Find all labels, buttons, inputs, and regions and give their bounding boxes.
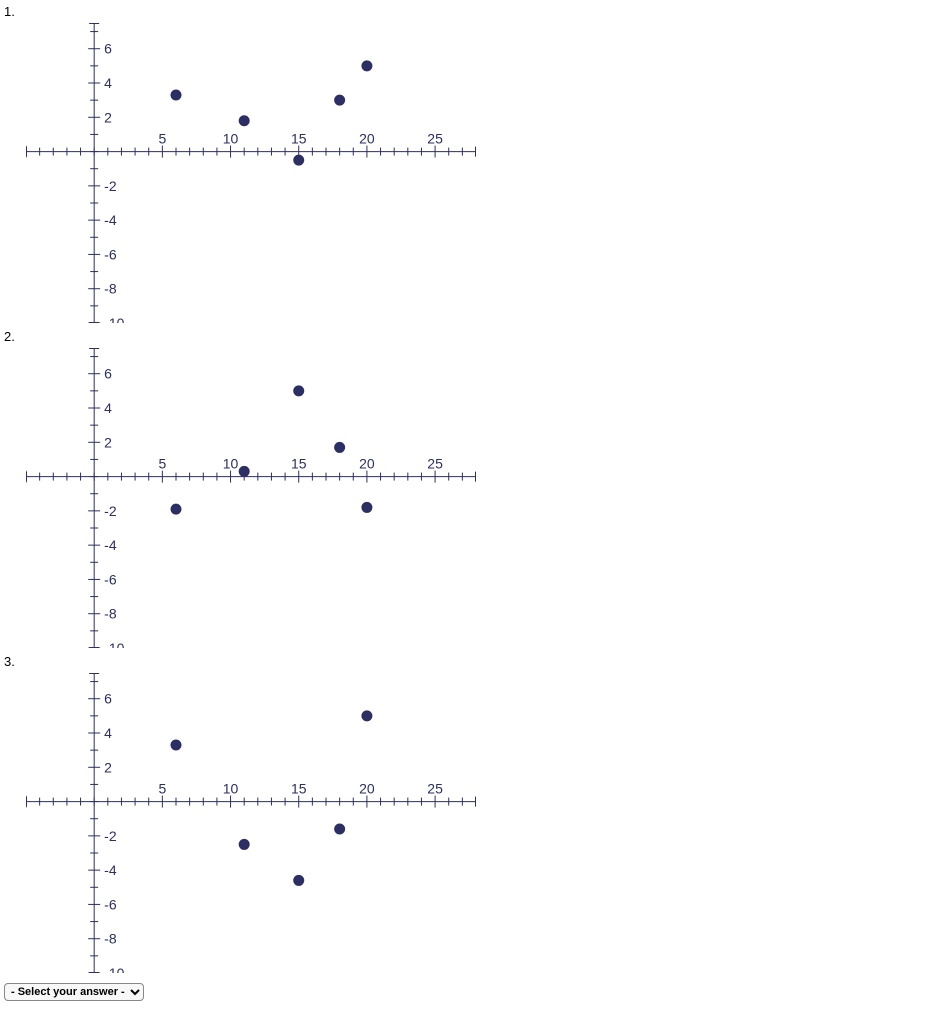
question-block: 2. 5 10 15 20 25 -10 -8 -6 -4 -2 2 4 6 <box>4 329 942 648</box>
y-tick-label: -4 <box>104 212 117 228</box>
data-point <box>171 740 181 750</box>
x-tick-label: 15 <box>291 131 307 147</box>
data-point <box>294 386 304 396</box>
data-point <box>239 116 249 126</box>
y-tick-label: -2 <box>104 503 117 519</box>
question-number: 3. <box>4 654 942 669</box>
y-tick-label: 4 <box>104 400 112 416</box>
y-tick-label: -8 <box>104 931 117 947</box>
x-tick-label: 10 <box>223 456 239 472</box>
data-point <box>239 839 249 849</box>
y-tick-label: -6 <box>104 246 117 262</box>
y-tick-label: -8 <box>104 281 117 297</box>
y-tick-label: -2 <box>104 828 117 844</box>
y-tick-label: -10 <box>104 315 124 323</box>
data-point <box>294 875 304 885</box>
scatter-chart: 5 10 15 20 25 -10 -8 -6 -4 -2 2 4 6 <box>26 673 476 973</box>
x-tick-label: 25 <box>427 781 443 797</box>
scatter-chart: 5 10 15 20 25 -10 -8 -6 -4 -2 2 4 6 <box>26 23 476 323</box>
y-tick-label: -10 <box>104 965 124 973</box>
x-tick-label: 15 <box>291 781 307 797</box>
data-point <box>171 90 181 100</box>
x-tick-label: 5 <box>158 456 166 472</box>
data-point <box>362 711 372 721</box>
chart-wrap: 5 10 15 20 25 -10 -8 -6 -4 -2 2 4 6 <box>26 673 942 973</box>
y-tick-label: -6 <box>104 896 117 912</box>
y-tick-label: 6 <box>104 366 112 382</box>
data-point <box>362 502 372 512</box>
y-tick-label: 6 <box>104 41 112 57</box>
x-tick-label: 25 <box>427 456 443 472</box>
scatter-chart: 5 10 15 20 25 -10 -8 -6 -4 -2 2 4 6 <box>26 348 476 648</box>
y-tick-label: -10 <box>104 640 124 648</box>
x-tick-label: 5 <box>158 131 166 147</box>
y-tick-label: -4 <box>104 862 117 878</box>
answer-select[interactable]: - Select your answer - <box>4 983 144 1001</box>
data-point <box>239 466 249 476</box>
y-tick-label: 6 <box>104 691 112 707</box>
y-tick-label: 2 <box>104 109 112 125</box>
x-tick-label: 10 <box>223 781 239 797</box>
x-tick-label: 20 <box>359 131 375 147</box>
y-tick-label: 2 <box>104 759 112 775</box>
y-tick-label: 2 <box>104 434 112 450</box>
chart-wrap: 5 10 15 20 25 -10 -8 -6 -4 -2 2 4 6 <box>26 348 942 648</box>
y-tick-label: -6 <box>104 571 117 587</box>
x-tick-label: 20 <box>359 781 375 797</box>
x-tick-label: 10 <box>223 131 239 147</box>
question-number: 1. <box>4 4 942 19</box>
chart-wrap: 5 10 15 20 25 -10 -8 -6 -4 -2 2 4 6 <box>26 23 942 323</box>
question-block: 1. 5 10 15 20 25 -10 -8 -6 -4 -2 2 4 6 <box>4 4 942 323</box>
y-tick-label: 4 <box>104 75 112 91</box>
question-block: 3. 5 10 15 20 25 -10 -8 -6 -4 -2 2 4 6 <box>4 654 942 973</box>
data-point <box>362 61 372 71</box>
x-tick-label: 5 <box>158 781 166 797</box>
x-tick-label: 15 <box>291 456 307 472</box>
x-tick-label: 20 <box>359 456 375 472</box>
data-point <box>294 155 304 165</box>
question-number: 2. <box>4 329 942 344</box>
questions-container: 1.510152025-10-8-6-4-22462.510152025-10-… <box>4 4 942 973</box>
y-tick-label: -2 <box>104 178 117 194</box>
data-point <box>335 824 345 834</box>
data-point <box>335 442 345 452</box>
y-tick-label: -4 <box>104 537 117 553</box>
x-tick-label: 25 <box>427 131 443 147</box>
y-tick-label: -8 <box>104 606 117 622</box>
data-point <box>335 95 345 105</box>
data-point <box>171 504 181 514</box>
y-tick-label: 4 <box>104 725 112 741</box>
